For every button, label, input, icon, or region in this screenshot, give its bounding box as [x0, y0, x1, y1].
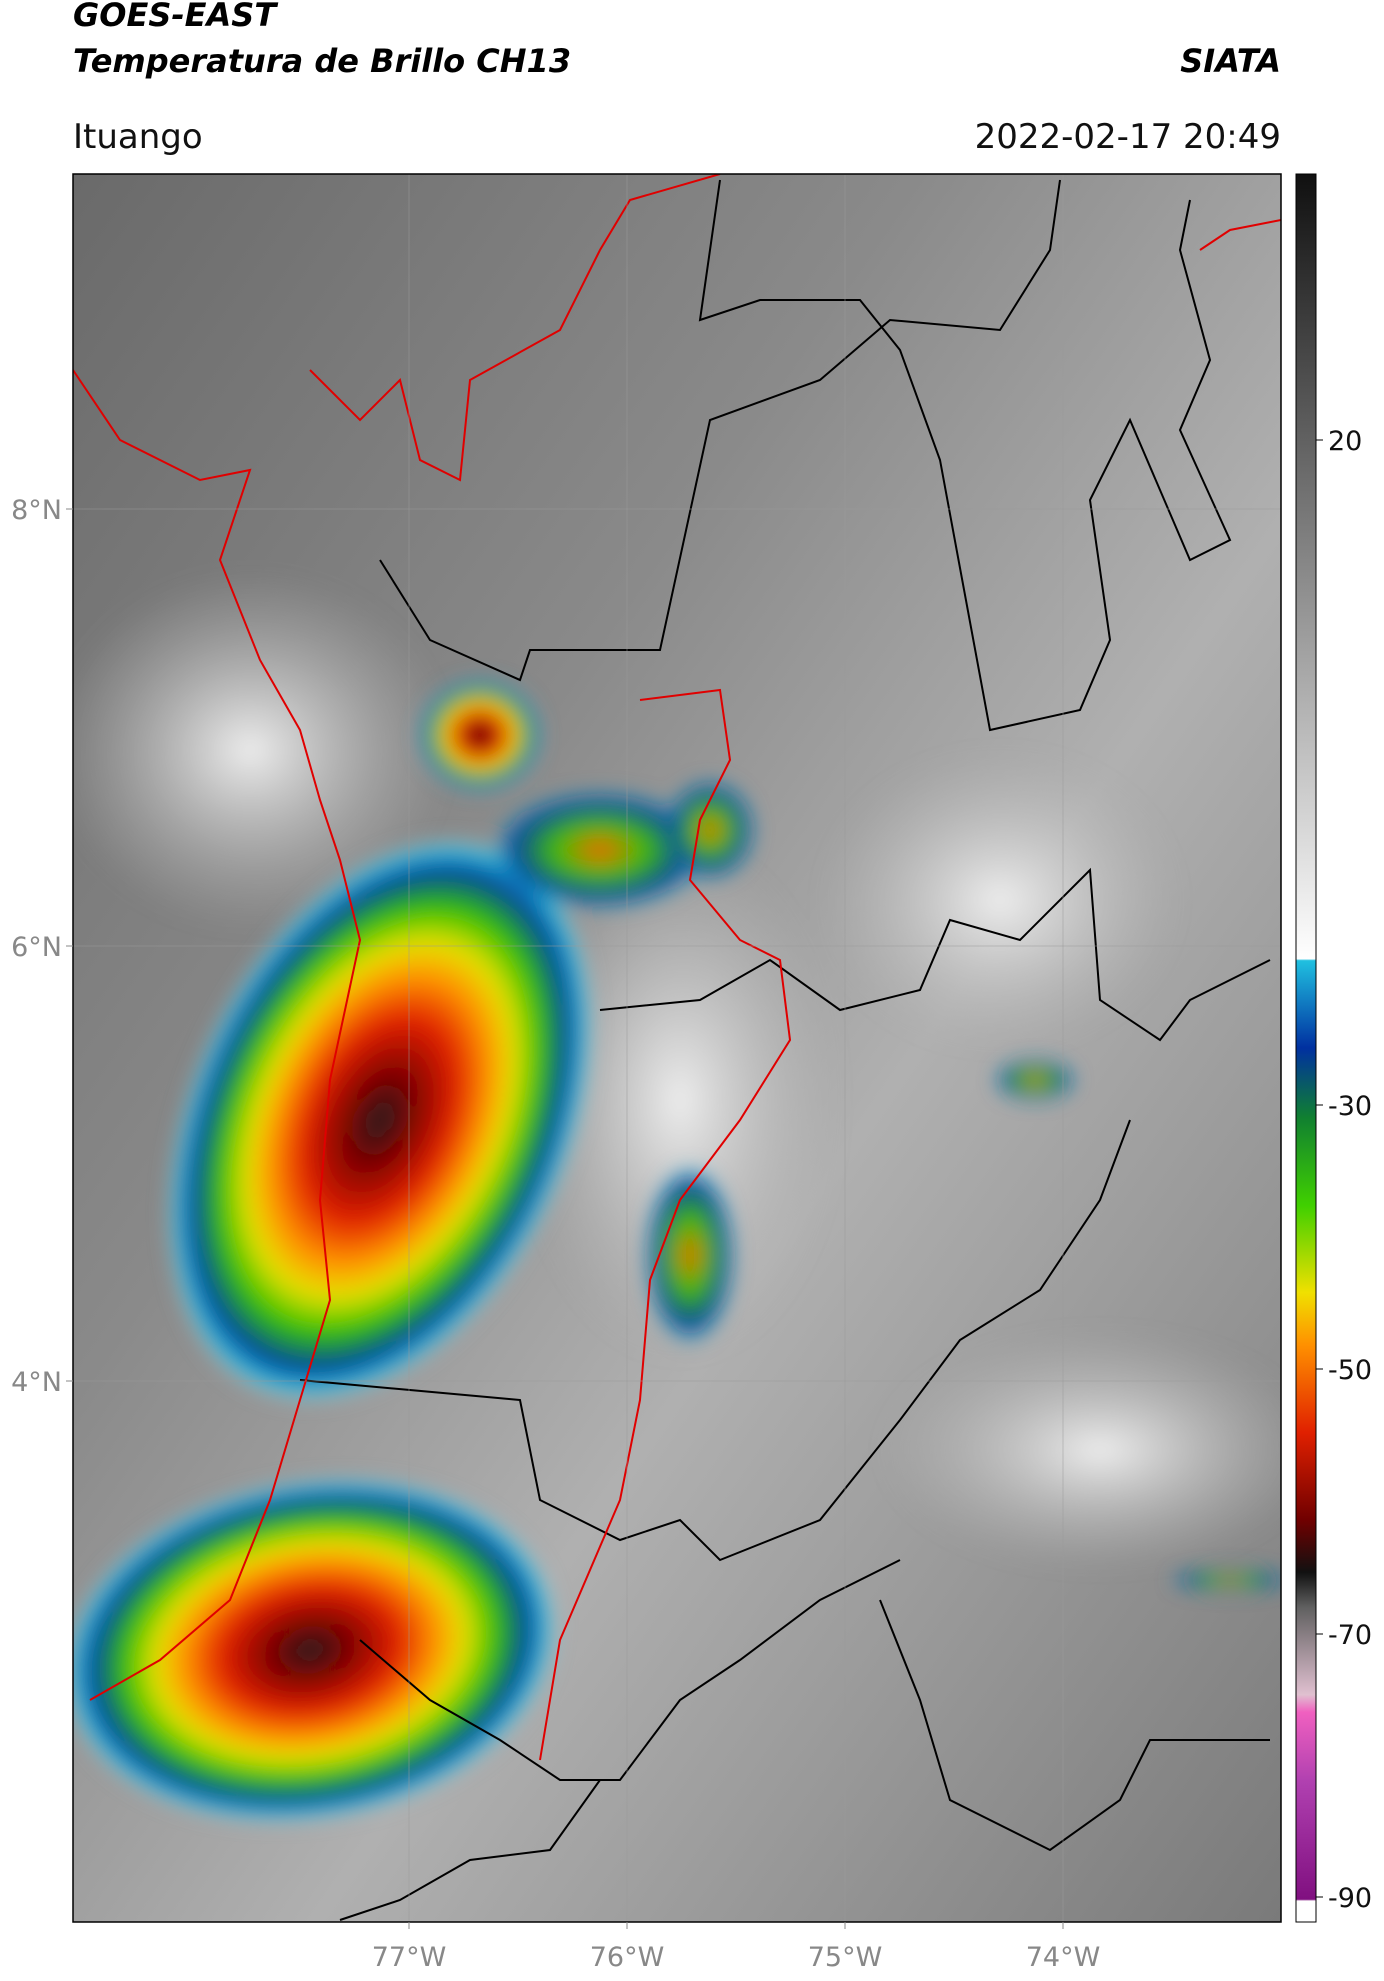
title-line1: GOES-EAST [73, 0, 278, 34]
colorbar-label: 20 [1328, 426, 1362, 457]
lon-label: 76°W [590, 1942, 665, 1973]
colorbar-label: -70 [1328, 1620, 1372, 1651]
graticule [73, 174, 1281, 1922]
colorbar-scale [1295, 173, 1317, 1923]
datetime: 2022-02-17 20:49 [975, 117, 1281, 157]
lat-label: 8°N [11, 495, 62, 526]
colorbar-ticks [1316, 439, 1323, 1898]
colorbar: 20 -30 -50 -70 -90 [1295, 173, 1372, 1923]
source: SIATA [1180, 42, 1281, 80]
colorbar-label: -50 [1328, 1355, 1372, 1386]
lon-label: 74°W [1026, 1942, 1101, 1973]
title-line2: Temperatura de Brillo CH13 [73, 42, 571, 80]
lat-axis: 8°N 6°N 4°N [11, 495, 73, 1398]
convective-cells [73, 680, 1281, 1823]
lat-label: 4°N [11, 1367, 62, 1398]
lon-label: 75°W [808, 1942, 883, 1973]
lat-label: 6°N [11, 932, 62, 963]
location: Ituango [73, 117, 203, 157]
lon-label: 77°W [372, 1942, 447, 1973]
map-frame [72, 173, 1282, 1923]
clouds [73, 570, 1281, 1570]
satellite-map [73, 174, 1281, 1922]
colorbar-label: -90 [1328, 1883, 1372, 1914]
colorbar-label: -30 [1328, 1091, 1372, 1122]
lon-axis: 77°W 76°W 75°W 74°W [372, 1922, 1101, 1973]
department-borders [299, 179, 1271, 1921]
